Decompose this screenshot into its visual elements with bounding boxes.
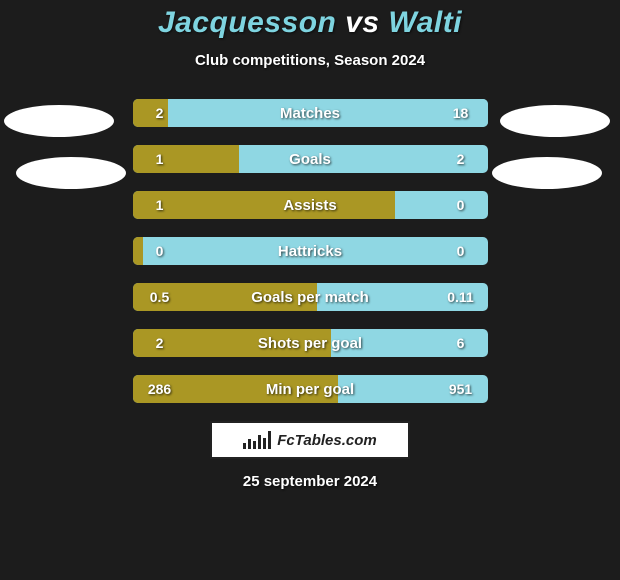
stat-row: Goals per match0.50.11 — [133, 283, 488, 311]
title-player-right: Walti — [388, 6, 462, 39]
date-label: 25 september 2024 — [0, 473, 620, 490]
brand-badge: FcTables.com — [210, 421, 410, 459]
title-player-left: Jacquesson — [158, 6, 336, 39]
stat-label: Hattricks — [133, 237, 488, 265]
decor-ellipse-left-1 — [4, 105, 114, 137]
stat-row: Min per goal286951 — [133, 375, 488, 403]
bar-right — [168, 99, 488, 127]
stat-row: Shots per goal26 — [133, 329, 488, 357]
decor-ellipse-right-1 — [500, 105, 610, 137]
brand-label: FcTables.com — [277, 432, 376, 449]
stat-value-right: 0.11 — [434, 283, 488, 311]
stat-row: Hattricks00 — [133, 237, 488, 265]
bar-left — [133, 237, 144, 265]
bar-left — [133, 283, 318, 311]
stats-area: Matches218Goals12Assists10Hattricks00Goa… — [0, 99, 620, 403]
stat-value-right: 951 — [434, 375, 488, 403]
stat-value-right: 6 — [434, 329, 488, 357]
comparison-infographic: Jacquesson vs Walti Club competitions, S… — [0, 0, 620, 580]
title-vs: vs — [345, 6, 379, 39]
decor-ellipse-right-2 — [492, 157, 602, 189]
stat-row: Goals12 — [133, 145, 488, 173]
bar-left — [133, 375, 339, 403]
page-title: Jacquesson vs Walti — [0, 6, 620, 40]
bar-left — [133, 99, 169, 127]
stat-value-right: 2 — [434, 145, 488, 173]
bar-left — [133, 145, 240, 173]
stat-value-right: 0 — [434, 237, 488, 265]
subtitle: Club competitions, Season 2024 — [0, 52, 620, 69]
bar-left — [133, 191, 396, 219]
decor-ellipse-left-2 — [16, 157, 126, 189]
bar-left — [133, 329, 332, 357]
stat-rows: Matches218Goals12Assists10Hattricks00Goa… — [0, 99, 620, 403]
stat-row: Matches218 — [133, 99, 488, 127]
bar-chart-icon — [243, 431, 271, 449]
stat-row: Assists10 — [133, 191, 488, 219]
stat-value-right: 0 — [434, 191, 488, 219]
